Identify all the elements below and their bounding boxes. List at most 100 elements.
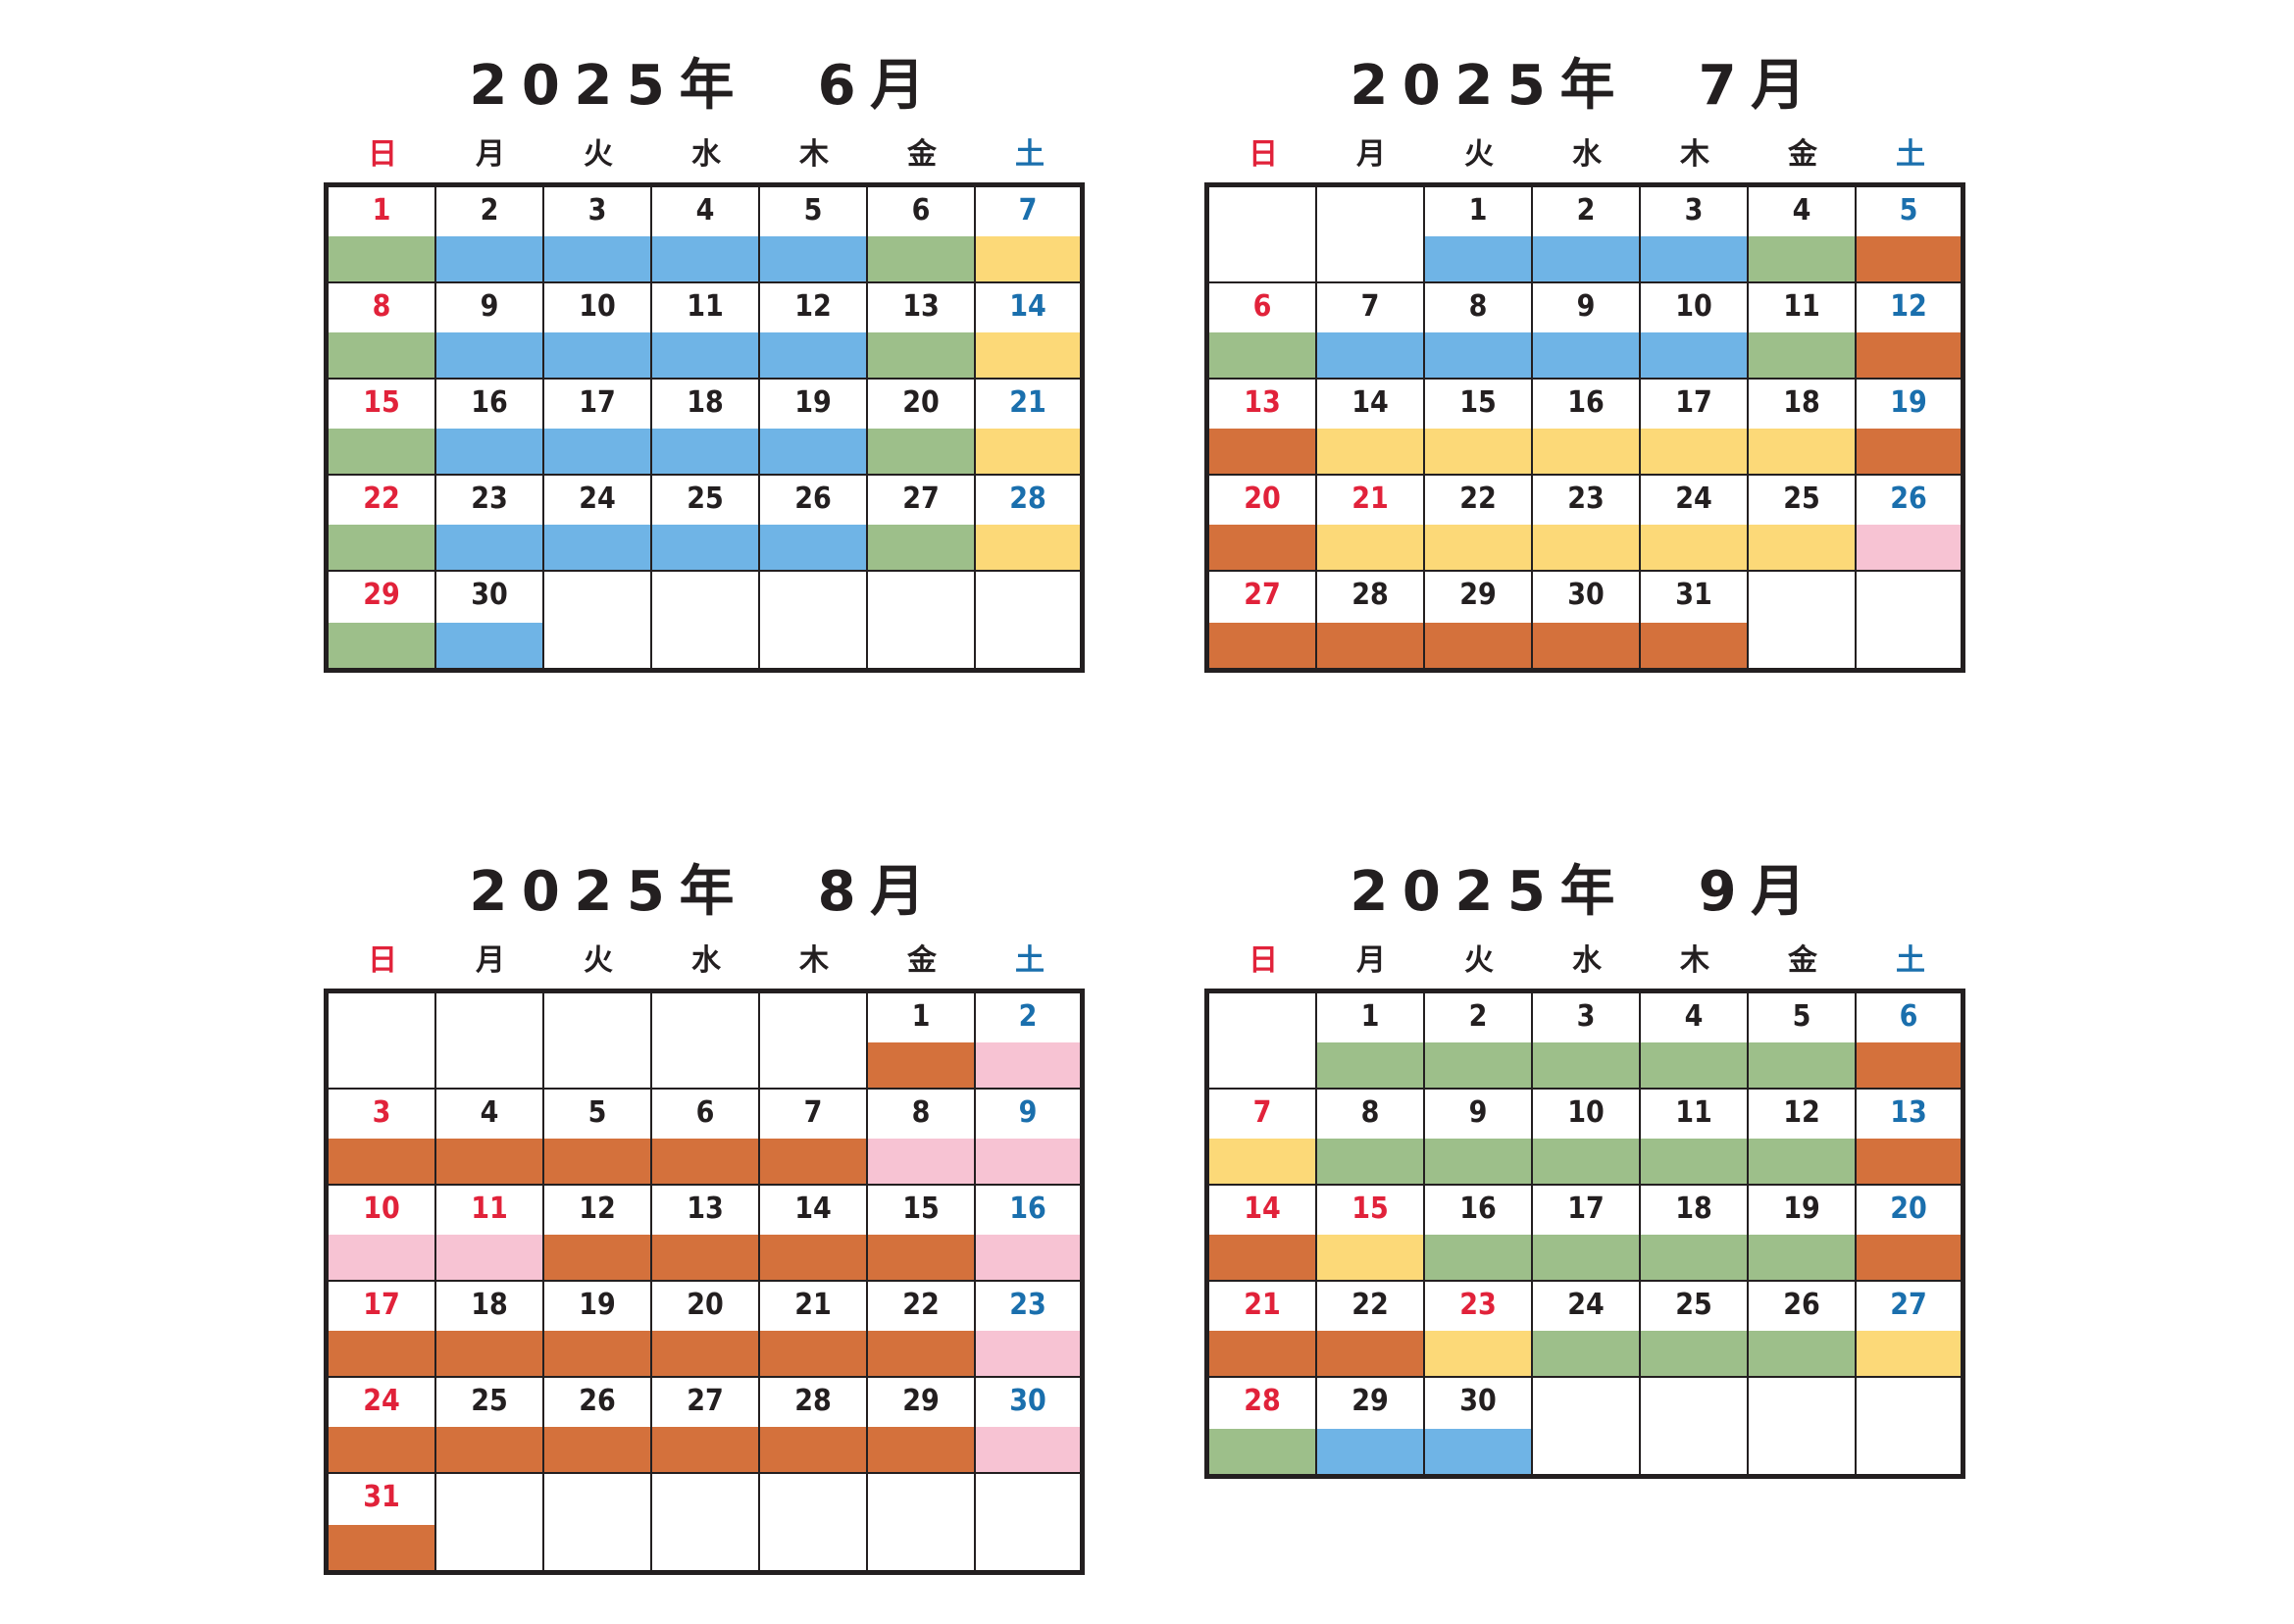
day-number: 28 <box>1351 578 1389 612</box>
day-cell: 9 <box>436 283 544 380</box>
day-number: 17 <box>1567 1192 1605 1226</box>
empty-cell <box>1533 1378 1641 1474</box>
day-cell: 30 <box>976 1378 1080 1474</box>
day-cell: 30 <box>1425 1378 1533 1474</box>
empty-cell <box>329 993 436 1090</box>
day-cell: 22 <box>1425 476 1533 572</box>
schedule-band-orange <box>1857 1139 1961 1184</box>
schedule-band-blue <box>1425 1429 1531 1474</box>
schedule-band-orange <box>544 1139 650 1184</box>
day-number: 17 <box>579 385 616 420</box>
day-number: 16 <box>1009 1192 1046 1226</box>
day-cell: 12 <box>544 1186 652 1282</box>
day-cell: 10 <box>1641 283 1749 380</box>
day-number: 5 <box>1792 999 1811 1034</box>
day-number: 28 <box>1009 482 1046 516</box>
weekday-label: 土 <box>1896 943 1925 978</box>
day-cell: 18 <box>1641 1186 1749 1282</box>
schedule-band-orange <box>1857 1235 1961 1280</box>
day-number: 15 <box>1459 385 1497 420</box>
day-cell: 16 <box>1533 380 1641 476</box>
empty-cell <box>976 572 1080 668</box>
schedule-band-orange <box>760 1427 866 1472</box>
schedule-band-green <box>1749 332 1855 378</box>
schedule-band-yellow <box>1533 525 1639 570</box>
schedule-band-green <box>868 525 974 570</box>
day-cell: 13 <box>868 283 976 380</box>
schedule-band-blue <box>760 525 866 570</box>
day-cell: 4 <box>1749 187 1857 283</box>
day-number: 13 <box>687 1192 724 1226</box>
day-number: 31 <box>363 1480 400 1514</box>
schedule-band-green <box>1533 1331 1639 1376</box>
day-cell: 2 <box>436 187 544 283</box>
day-number: 4 <box>480 1095 499 1130</box>
schedule-band-blue <box>436 332 542 378</box>
day-cell: 6 <box>652 1090 760 1186</box>
day-number: 15 <box>1351 1192 1389 1226</box>
schedule-band-yellow <box>1641 525 1747 570</box>
day-cell: 5 <box>1857 187 1961 283</box>
day-cell: 19 <box>544 1282 652 1378</box>
day-cell: 15 <box>329 380 436 476</box>
day-cell: 4 <box>436 1090 544 1186</box>
schedule-band-blue <box>436 429 542 474</box>
empty-cell <box>1209 187 1317 283</box>
day-cell: 6 <box>1857 993 1961 1090</box>
day-cell: 11 <box>1749 283 1857 380</box>
day-cell: 26 <box>544 1378 652 1474</box>
day-number: 7 <box>1018 193 1038 228</box>
calendar-title: 2025年 8月 <box>469 860 940 924</box>
day-number: 23 <box>1009 1288 1046 1322</box>
day-number: 21 <box>1244 1288 1281 1322</box>
schedule-band-blue <box>760 236 866 281</box>
schedule-band-blue <box>544 525 650 570</box>
schedule-band-blue <box>1317 332 1423 378</box>
day-number: 5 <box>803 193 823 228</box>
day-number: 19 <box>1783 1192 1820 1226</box>
schedule-band-orange <box>329 1525 434 1570</box>
day-cell: 19 <box>1857 380 1961 476</box>
day-number: 31 <box>1675 578 1712 612</box>
schedule-band-green <box>1209 1429 1315 1474</box>
schedule-band-green <box>329 623 434 668</box>
weekday-header: 日月火水木金土 <box>1204 130 1965 179</box>
day-cell: 29 <box>1317 1378 1425 1474</box>
schedule-band-orange <box>329 1427 434 1472</box>
schedule-band-blue <box>1641 236 1747 281</box>
day-number: 21 <box>794 1288 832 1322</box>
day-cell: 1 <box>1317 993 1425 1090</box>
schedule-band-yellow <box>1425 429 1531 474</box>
weekday-label: 土 <box>1015 943 1045 978</box>
schedule-band-yellow <box>976 332 1080 378</box>
day-number: 8 <box>911 1095 931 1130</box>
day-number: 3 <box>1576 999 1596 1034</box>
schedule-band-orange <box>1317 1331 1423 1376</box>
day-number: 14 <box>1351 385 1389 420</box>
schedule-band-blue <box>436 525 542 570</box>
schedule-band-blue <box>652 236 758 281</box>
schedule-band-orange <box>1209 525 1315 570</box>
schedule-band-orange <box>868 1235 974 1280</box>
day-cell: 14 <box>1317 380 1425 476</box>
day-cell: 28 <box>1209 1378 1317 1474</box>
day-cell: 22 <box>1317 1282 1425 1378</box>
empty-cell <box>1641 1378 1749 1474</box>
empty-cell <box>544 1474 652 1570</box>
day-number: 8 <box>1360 1095 1380 1130</box>
empty-cell <box>1857 1378 1961 1474</box>
day-number: 20 <box>1244 482 1281 516</box>
schedule-band-orange <box>436 1331 542 1376</box>
day-cell: 14 <box>1209 1186 1317 1282</box>
day-cell: 31 <box>1641 572 1749 668</box>
day-cell: 11 <box>436 1186 544 1282</box>
schedule-band-green <box>1209 332 1315 378</box>
schedule-band-orange <box>436 1427 542 1472</box>
weekday-label: 日 <box>1249 137 1278 172</box>
day-number: 12 <box>579 1192 616 1226</box>
weekday-label: 金 <box>907 943 937 978</box>
day-cell: 21 <box>760 1282 868 1378</box>
day-cell: 7 <box>976 187 1080 283</box>
day-cell: 22 <box>868 1282 976 1378</box>
day-number: 14 <box>1009 289 1046 324</box>
